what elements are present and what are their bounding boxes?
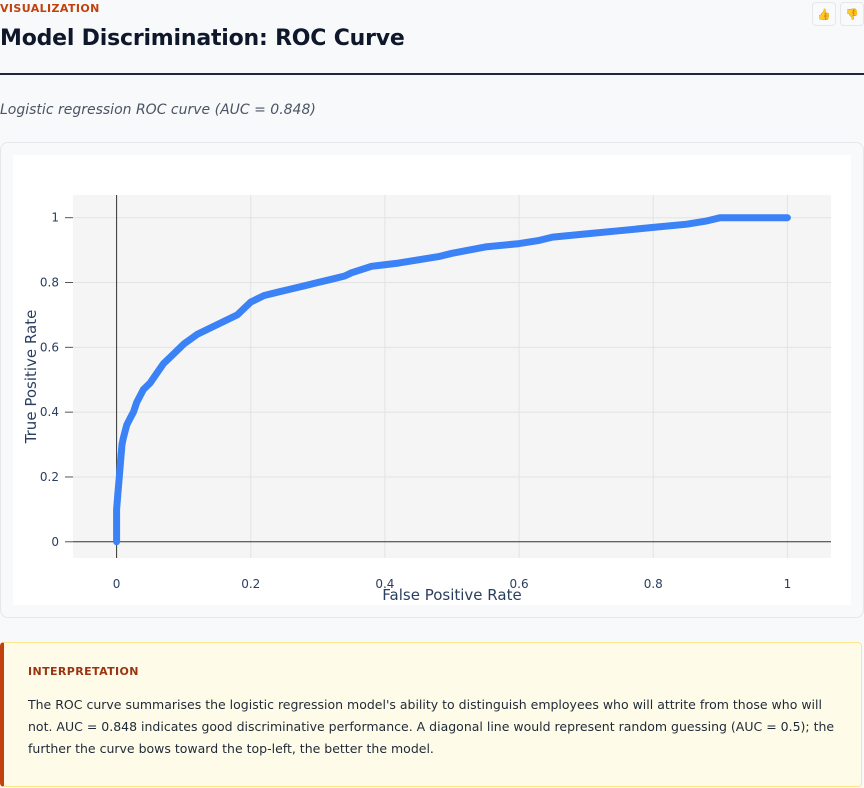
header-divider xyxy=(0,73,864,75)
y-tick-label: 0.8 xyxy=(40,276,59,290)
plot-area xyxy=(73,195,831,558)
x-tick-label: 1 xyxy=(784,577,792,591)
x-tick-label: 0.4 xyxy=(375,577,394,591)
y-tick-label: 0 xyxy=(51,535,59,549)
roc-curve-line[interactable] xyxy=(113,214,791,546)
y-axis-label: True Positive Rate xyxy=(22,310,40,445)
grid-lines xyxy=(73,195,831,558)
x-tick-label: 0.8 xyxy=(644,577,663,591)
chart-card: 0 0.2 0.4 0.6 0.8 1 0 0.2 0.4 0.6 0.8 1 False Posit… xyxy=(0,142,864,618)
roc-chart[interactable]: 0 0.2 0.4 0.6 0.8 1 0 0.2 0.4 0.6 0.8 1 False Posit… xyxy=(13,155,851,605)
interpretation-panel: INTERPRETATION The ROC curve summarises … xyxy=(0,642,862,787)
y-tick-label: 0.6 xyxy=(40,340,59,354)
thumbs-up-icon: 👍 xyxy=(817,8,831,21)
y-tick-label: 1 xyxy=(51,211,59,225)
section-eyebrow: VISUALIZATION xyxy=(0,2,100,15)
tick-labels: 0 0.2 0.4 0.6 0.8 1 0 0.2 0.4 0.6 0.8 1 xyxy=(40,211,791,591)
thumbs-up-button[interactable]: 👍 xyxy=(812,2,836,26)
chart-subtitle: Logistic regression ROC curve (AUC = 0.8… xyxy=(0,102,316,118)
x-axis-label: False Positive Rate xyxy=(382,586,521,604)
chart-container: 0 0.2 0.4 0.6 0.8 1 0 0.2 0.4 0.6 0.8 1 False Posit… xyxy=(13,155,851,605)
thumbs-down-icon: 👎 xyxy=(845,8,859,21)
interpretation-text: The ROC curve summarises the logistic re… xyxy=(28,697,835,756)
x-tick-label: 0.6 xyxy=(510,577,529,591)
x-tick-label: 0.2 xyxy=(241,577,260,591)
thumbs-down-button[interactable]: 👎 xyxy=(840,2,864,26)
feedback-buttons: 👍 👎 xyxy=(812,2,864,26)
interpretation-label: INTERPRETATION xyxy=(28,665,139,678)
x-tick-label: 0 xyxy=(113,577,121,591)
page-title: Model Discrimination: ROC Curve xyxy=(0,26,405,51)
series-layer xyxy=(113,214,791,546)
y-tick-label: 0.2 xyxy=(40,470,59,484)
y-tick-label: 0.4 xyxy=(40,405,59,419)
